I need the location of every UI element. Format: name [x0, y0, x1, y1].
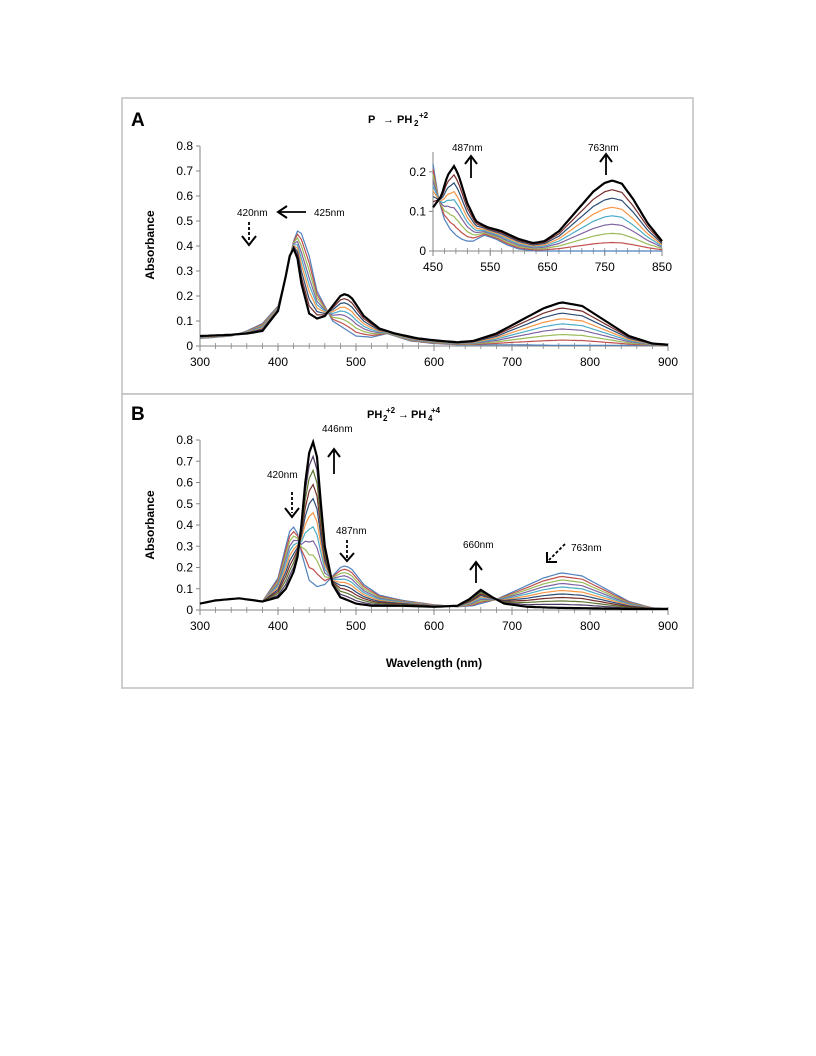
panel-a-y-tick-label: 0.2 [176, 289, 193, 303]
panel-b-x-tick-label: 700 [502, 619, 522, 633]
panel-a-inset-x-tick-label: 650 [537, 260, 557, 274]
panel-a-title-left: P [368, 114, 375, 126]
panel-b-plot: 0 0.1 0.2 0.3 0.4 0.5 0.6 0.7 0.8 300 400 500 600 700… [176, 433, 678, 633]
panel-b-y-tick-label: 0.1 [176, 582, 193, 596]
panel-b-y-tick-label: 0.4 [176, 518, 193, 532]
panel-a-x-tick-label: 300 [190, 355, 210, 369]
panel-b-x-tick-label: 800 [580, 619, 600, 633]
arrow-down-icon [284, 507, 300, 519]
panel-b-y-tick-label: 0.3 [176, 539, 193, 553]
panel-a-title-right-sup: +2 [419, 111, 429, 120]
arrow-down-left-icon [546, 552, 557, 563]
label-660nm: 660nm [463, 540, 494, 551]
panel-a-inset-series-line [432, 163, 662, 252]
panel-a-inset-x-tick-label: 750 [595, 260, 615, 274]
arrow-down-icon [339, 552, 355, 563]
panel-b-y-tick-label: 0.6 [176, 476, 193, 490]
panel-a-x-tick-label: 800 [580, 355, 600, 369]
panel-a-y-tick-label: 0.1 [176, 314, 193, 328]
label-420nm-b: 420nm [267, 470, 298, 481]
label-763nm-b: 763nm [571, 543, 602, 554]
panel-a-inset-x-tick-label: 850 [652, 260, 672, 274]
panel-a-y-tick-label: 0.6 [176, 189, 193, 203]
panel-b-title-left-sup: +2 [386, 406, 396, 415]
panel-b-y-tick-label: 0.7 [176, 454, 193, 468]
panel-a-x-tick-label: 500 [346, 355, 366, 369]
panel-a-y-axis-title: Absorbance [143, 210, 157, 280]
panel-b-y-tick-label: 0 [186, 603, 193, 617]
panel-a-title-right: PH [397, 114, 412, 126]
label-420nm-a: 420nm [237, 208, 268, 219]
panel-a-y-tick-label: 0.7 [176, 164, 193, 178]
panel-a-title: P → PH 2 +2 [368, 111, 429, 128]
panel-b-title-right-sub: 4 [428, 414, 433, 423]
panel-a-inset-series-line [432, 190, 663, 247]
panel-b-title-arrow: → [398, 409, 409, 421]
arrow-up-icon [469, 560, 483, 571]
arrow-left-icon [276, 205, 288, 219]
label-487nm-inset: 487nm [452, 143, 483, 154]
arrow-up-icon [327, 447, 341, 458]
label-425nm: 425nm [314, 208, 345, 219]
panel-b-frame [121, 393, 694, 689]
panel-b-x-tick-label: 900 [658, 619, 678, 633]
arrow-763nm-b-shaft [548, 543, 566, 561]
panel-a-x-tick-label: 700 [502, 355, 522, 369]
panel-b-x-tick-label: 500 [346, 619, 366, 633]
panel-a-letter: A [131, 110, 145, 131]
panel-a-inset-series-line [432, 163, 663, 245]
panel-a-y-tick-label: 0.8 [176, 139, 193, 153]
panel-a-x-tick-label: 900 [658, 355, 678, 369]
panel-b-letter: B [131, 404, 145, 425]
panel-b-title-right-sup: +4 [431, 406, 441, 415]
panel-a-y-tick-label: 0 [186, 339, 193, 353]
panel-b-y-tick-label: 0.8 [176, 433, 193, 447]
arrow-down-icon [241, 235, 257, 247]
panel-a-series-line [199, 245, 669, 346]
panel-b-x-tick-label: 600 [424, 619, 444, 633]
panel-a-inset-plot: 0 0.1 0.2 450 550 650 750 850 [409, 152, 672, 274]
panel-a-inset-series-line [432, 168, 663, 251]
panel-a-inset-series-line [432, 173, 663, 245]
panel-a-y-tick-label: 0.4 [176, 239, 193, 253]
panel-a-title-arrow: → [383, 114, 394, 126]
panel-a-y-tick-label: 0.5 [176, 214, 193, 228]
panel-b-title-left-sub: 2 [383, 414, 388, 423]
panel-a-inset-y-tick-label: 0.2 [409, 165, 426, 179]
panel-a-plot: 0 0.1 0.2 0.3 0.4 0.5 0.6 0.7 0.8 300 400 500 600 700… [176, 139, 678, 369]
arrow-up-icon [599, 152, 613, 163]
panel-b-x-tick-label: 400 [268, 619, 288, 633]
label-446nm: 446nm [322, 424, 353, 435]
panel-b-title: PH 2 +2 → PH 4 +4 [367, 406, 441, 423]
panel-b-y-tick-label: 0.5 [176, 497, 193, 511]
panel-b-x-axis-title: Wavelength (nm) [386, 656, 482, 670]
label-487nm-b: 487nm [336, 526, 367, 537]
panel-b-series-line [199, 438, 668, 610]
panel-b-title-right: PH [411, 409, 426, 421]
panel-a-inset-series-line [432, 185, 663, 248]
panel-b-annotations: 446nm 420nm 487nm 660nm 763nm [267, 424, 602, 583]
panel-a-inset-series-line [432, 174, 663, 250]
panel-a-y-tick-label: 0.3 [176, 264, 193, 278]
panel-a-inset-series-line [432, 180, 663, 249]
panel-b-y-axis-title: Absorbance [143, 490, 157, 560]
panel-a-inset-x-tick-label: 550 [480, 260, 500, 274]
arrow-up-icon [464, 154, 478, 165]
panel-b-title-left: PH [367, 409, 382, 421]
label-763nm-inset: 763nm [588, 143, 619, 154]
panel-a-inset-y-tick-label: 0 [419, 244, 426, 258]
panel-a-inset-x-tick-label: 450 [423, 260, 443, 274]
panel-a-inset-series-line [432, 181, 663, 246]
panel-a-frame [121, 97, 694, 395]
panel-a-title-right-sub: 2 [414, 119, 419, 128]
panel-a-x-tick-label: 600 [424, 355, 444, 369]
panel-b-x-tick-label: 300 [190, 619, 210, 633]
panel-a-inset-y-tick-label: 0.1 [409, 204, 426, 218]
panel-b-y-tick-label: 0.2 [176, 561, 193, 575]
panel-a-x-tick-label: 400 [268, 355, 288, 369]
panel-a-annotations: 420nm 425nm 487nm 763nm [237, 143, 619, 247]
